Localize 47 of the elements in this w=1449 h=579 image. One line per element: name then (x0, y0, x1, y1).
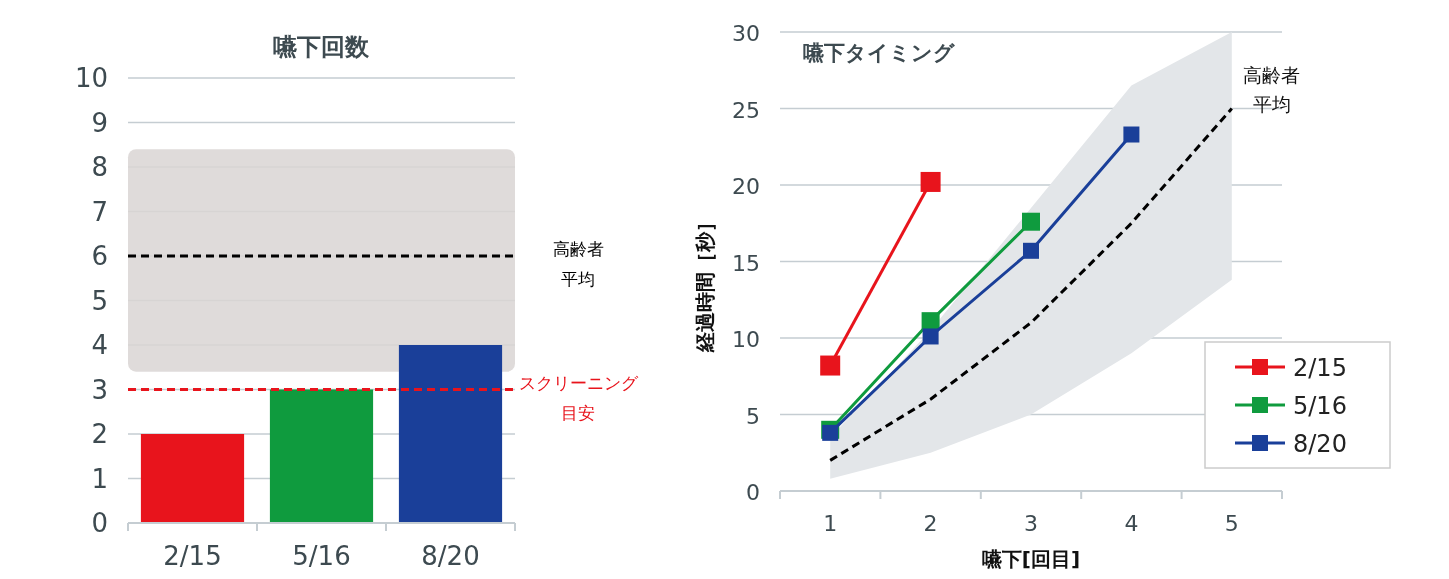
y-tick-label: 25 (732, 97, 760, 123)
legend-label: 2/15 (1293, 354, 1347, 382)
y-tick-label: 9 (91, 107, 108, 138)
ref-line-label: スクリーニング目安 (517, 371, 639, 425)
y-tick-label: 10 (74, 63, 108, 93)
y-tick-label: 30 (732, 21, 760, 46)
y-tick-label: 1 (91, 463, 108, 494)
y-tick-label: 6 (91, 241, 108, 271)
y-tick-label: 2 (91, 419, 108, 449)
x-tick-label: 5 (1224, 511, 1239, 536)
point (1023, 242, 1039, 259)
y-axis-title: 経過時間［秒］ (693, 211, 717, 353)
chart-title: 嚥下タイミング (803, 41, 955, 65)
y-tick-label: 8 (91, 152, 108, 182)
y-tick-label: 5 (91, 285, 108, 316)
y-tick-label: 4 (91, 330, 108, 360)
bar (398, 345, 503, 523)
bar (269, 389, 374, 523)
point (1022, 212, 1040, 231)
point (920, 171, 941, 192)
y-tick-label: 15 (732, 250, 760, 276)
x-tick-label: 5/16 (292, 541, 351, 571)
x-tick-label: 4 (1124, 511, 1139, 536)
point (1123, 126, 1140, 143)
x-tick-label: 1 (823, 511, 838, 536)
legend-label: 5/16 (1293, 392, 1347, 420)
ref-line-label: 高齢者平均 (551, 238, 605, 291)
y-tick-label: 3 (91, 374, 108, 405)
x-axis-title: 嚥下[回目] (981, 547, 1081, 571)
x-tick-label: 8/20 (421, 541, 480, 571)
y-tick-label: 0 (91, 508, 108, 538)
legend-label: 8/20 (1293, 430, 1347, 458)
x-tick-label: 3 (1024, 511, 1038, 536)
y-tick-label: 10 (732, 327, 760, 352)
y-tick-label: 20 (732, 174, 760, 199)
point (820, 355, 841, 376)
series-label: 高齢者平均 (1242, 62, 1302, 117)
x-tick-label: 2 (923, 511, 938, 536)
point (922, 328, 939, 345)
line-series (828, 107, 1234, 462)
bar (140, 434, 245, 523)
y-tick-label: 7 (91, 196, 108, 227)
y-tick-label: 5 (746, 403, 760, 429)
y-tick-label: 0 (746, 480, 760, 505)
x-tick-label: 2/15 (163, 541, 222, 571)
chart-title: 嚥下回数 (273, 33, 370, 61)
point (822, 424, 839, 441)
